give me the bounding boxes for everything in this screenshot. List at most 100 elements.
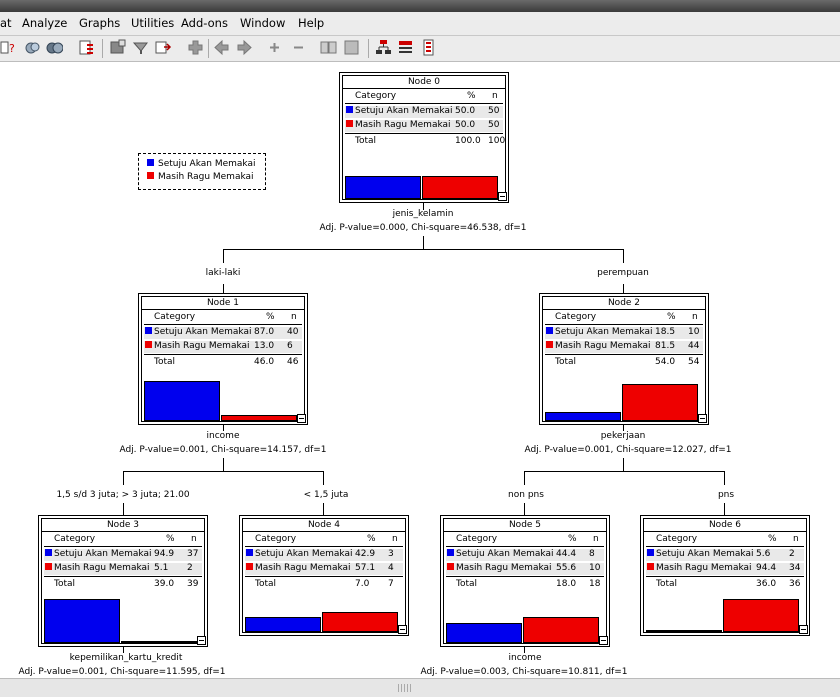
branch-label: 1,5 s/d 3 juta; > 3 juta; 21.00 <box>56 490 190 500</box>
bar-setuju <box>345 176 421 199</box>
node-header-row: Category% n <box>345 91 503 104</box>
tree-node[interactable]: Node 3 Category% n Setuju Akan Memakai 94.9 3… <box>38 515 208 647</box>
export-icon[interactable] <box>155 39 172 56</box>
total-row: Total 18.0 18 <box>446 579 604 591</box>
node-collapse-toggle[interactable] <box>498 192 507 201</box>
category-count: 2 <box>789 549 795 559</box>
node-title: Node 0 <box>407 77 441 87</box>
category-row: Masih Ragu Memakai 94.4 34 <box>646 563 804 575</box>
arrow-left-icon[interactable] <box>213 39 230 56</box>
weight-cases-icon[interactable] <box>46 39 63 56</box>
node-collapse-toggle[interactable] <box>799 625 808 634</box>
node-collapse-toggle[interactable] <box>599 636 608 645</box>
col-n: n <box>291 312 297 322</box>
node-frame: Node 2 Category% n Setuju Akan Memakai 18.5 1… <box>542 296 706 422</box>
tree-node[interactable]: Node 0 Category% n Setuju Akan Memakai 50.0 5… <box>339 72 509 203</box>
category-swatch <box>145 327 152 334</box>
collapse-icon[interactable] <box>290 39 307 56</box>
col-category: Category <box>154 312 196 322</box>
total-label: Total <box>656 579 678 589</box>
tree-top-down-icon[interactable] <box>375 39 392 56</box>
tree-left-right-icon[interactable] <box>397 39 414 56</box>
category-percent: 18.5 <box>655 327 676 337</box>
category-swatch <box>647 549 654 556</box>
total-divider <box>446 576 604 577</box>
pivot-icon[interactable] <box>132 39 149 56</box>
edge <box>524 503 525 515</box>
total-row: Total 100.0 100 <box>345 136 505 148</box>
node-collapse-toggle[interactable] <box>297 414 306 423</box>
total-count: 36 <box>789 579 801 589</box>
tree-node[interactable]: Node 6 Category% n Setuju Akan Memakai 5.6 2 M… <box>640 515 810 636</box>
split-statistics: Adj. P-value=0.003, Chi-square=10.811, d… <box>420 667 628 677</box>
col-category: Category <box>456 534 498 544</box>
total-count: 18 <box>589 579 601 589</box>
total-label: Total <box>355 136 377 146</box>
category-percent: 57.1 <box>355 563 376 573</box>
menu-window[interactable]: Window <box>240 16 286 30</box>
insert-icon[interactable] <box>187 39 204 56</box>
bar-ragu <box>322 612 398 632</box>
select-icon[interactable] <box>110 39 127 56</box>
tree-node[interactable]: Node 2 Category% n Setuju Akan Memakai 18.5 1… <box>539 293 709 425</box>
edge <box>724 471 725 485</box>
use-variables-icon[interactable] <box>78 39 95 56</box>
total-divider <box>345 133 503 134</box>
tree-node[interactable]: Node 1 Category% n Setuju Akan Memakai 87.0 4… <box>138 293 308 425</box>
category-swatch <box>45 563 52 570</box>
toolbar-separator <box>208 39 209 58</box>
category-swatch <box>346 106 353 113</box>
category-swatch <box>647 563 654 570</box>
resize-grip[interactable] <box>398 684 412 692</box>
bar-setuju <box>144 381 220 421</box>
tree-right-left-icon[interactable] <box>420 39 437 56</box>
help-icon[interactable]: ? <box>0 39 17 56</box>
menu-graphs[interactable]: Graphs <box>79 16 121 30</box>
node-collapse-toggle[interactable] <box>398 625 407 634</box>
book-icon[interactable] <box>320 39 337 56</box>
toolbar-separator <box>368 39 369 58</box>
total-label: Total <box>255 579 277 589</box>
svg-text:?: ? <box>9 42 15 55</box>
menu-add-ons[interactable]: Add-ons <box>181 16 228 30</box>
category-percent: 55.6 <box>556 563 577 573</box>
category-swatch <box>45 549 52 556</box>
total-row: Total 46.0 46 <box>144 357 302 369</box>
total-count: 54 <box>688 357 700 367</box>
split-variable: pekerjaan <box>600 431 646 441</box>
split-variable: income <box>508 653 542 663</box>
menu-analyze[interactable]: Analyze <box>22 16 68 30</box>
node-collapse-toggle[interactable] <box>698 414 707 423</box>
category-count: 4 <box>388 563 394 573</box>
menu-format[interactable]: at <box>0 16 12 30</box>
menu-help[interactable]: Help <box>298 16 325 30</box>
bar-setuju <box>245 617 321 632</box>
total-percent: 18.0 <box>556 579 577 589</box>
menu-utilities[interactable]: Utilities <box>131 16 175 30</box>
legend-swatch <box>147 159 154 166</box>
category-label: Masih Ragu Memakai <box>656 563 752 573</box>
col-n: n <box>793 534 799 544</box>
node-frame: Node 5 Category% n Setuju Akan Memakai 44.4 8… <box>443 518 607 644</box>
tree-map-icon[interactable] <box>343 39 360 56</box>
total-percent: 39.0 <box>154 579 175 589</box>
category-percent: 42.9 <box>355 549 376 559</box>
edge <box>524 471 525 485</box>
filter-cases-icon[interactable] <box>24 39 41 56</box>
total-divider <box>245 576 403 577</box>
col-category: Category <box>656 534 698 544</box>
edge <box>223 249 624 250</box>
category-row: Setuju Akan Memakai 18.5 10 <box>545 327 703 339</box>
col-category: Category <box>555 312 597 322</box>
expand-icon[interactable] <box>266 39 283 56</box>
bar-ragu <box>523 617 599 643</box>
node-title-divider <box>644 531 806 532</box>
node-collapse-toggle[interactable] <box>197 636 206 645</box>
category-swatch <box>447 549 454 556</box>
arrow-right-icon[interactable] <box>236 39 253 56</box>
toolbar: ? <box>0 36 840 62</box>
col-n: n <box>593 534 599 544</box>
tree-node[interactable]: Node 4 Category% n Setuju Akan Memakai 42.9 3… <box>239 515 409 636</box>
tree-node[interactable]: Node 5 Category% n Setuju Akan Memakai 44.4 8… <box>440 515 610 647</box>
total-count: 46 <box>287 357 299 367</box>
